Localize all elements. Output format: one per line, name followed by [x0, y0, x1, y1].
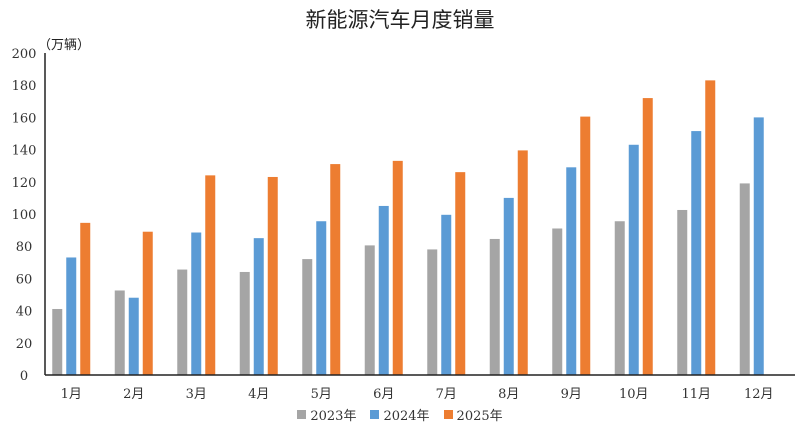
bar-2023年-12月	[739, 183, 750, 375]
chart-title: 新能源汽车月度销量	[305, 8, 495, 32]
x-tick-label: 3月	[186, 387, 207, 402]
legend-label: 2023年	[310, 409, 357, 424]
y-tick-label: 140	[12, 144, 37, 159]
bar-2024年-5月	[316, 221, 327, 375]
bar-2024年-8月	[503, 197, 514, 375]
y-tick-label: 200	[12, 47, 37, 62]
bar-2025年-7月	[455, 172, 466, 375]
y-tick-label: 160	[12, 111, 37, 126]
bar-2023年-4月	[239, 271, 250, 375]
bar-2023年-10月	[614, 221, 625, 375]
bar-2023年-1月	[52, 308, 63, 375]
x-tick-label: 2月	[123, 387, 144, 402]
y-tick-label: 100	[12, 208, 37, 223]
y-tick-label: 40	[16, 305, 33, 320]
bar-2023年-5月	[302, 259, 313, 375]
legend-item: 2024年	[370, 405, 430, 424]
bar-2024年-2月	[128, 297, 139, 375]
bar-2025年-9月	[580, 116, 591, 375]
legend-label: 2025年	[456, 409, 503, 424]
x-tick-label: 7月	[436, 387, 457, 402]
bar-2025年-8月	[517, 150, 528, 375]
bar-2024年-1月	[66, 257, 77, 375]
bar-2023年-2月	[114, 290, 125, 375]
legend-item: 2025年	[443, 405, 503, 424]
bar-2024年-3月	[191, 232, 202, 375]
x-tick-label: 1月	[61, 387, 82, 402]
legend: 2023年 2024年 2025年	[0, 405, 800, 424]
bar-2024年-11月	[691, 131, 702, 375]
bar-2025年-3月	[205, 175, 216, 375]
bar-2025年-11月	[705, 80, 716, 376]
legend-label: 2024年	[383, 409, 430, 424]
bar-2024年-4月	[253, 238, 264, 375]
y-axis-unit-label: （万辆）	[38, 38, 91, 53]
bar-2023年-11月	[677, 209, 688, 375]
legend-swatch	[297, 410, 307, 419]
bar-2024年-7月	[441, 214, 452, 375]
y-tick-label: 20	[16, 337, 33, 352]
bar-2024年-10月	[628, 144, 639, 375]
x-tick-label: 6月	[373, 387, 394, 402]
x-tick-label: 11月	[681, 387, 711, 402]
x-tick-label: 10月	[619, 387, 649, 402]
bar-2024年-9月	[566, 167, 577, 375]
x-tick-label: 9月	[561, 387, 582, 402]
x-tick-label: 12月	[744, 387, 774, 402]
legend-item: 2023年	[297, 405, 356, 424]
bar-2025年-1月	[80, 222, 91, 375]
bar-2023年-9月	[552, 228, 563, 375]
x-tick-label: 5月	[311, 387, 332, 402]
y-tick-label: 80	[16, 240, 33, 255]
bar-2024年-12月	[753, 117, 764, 376]
bar-2025年-2月	[142, 231, 153, 375]
y-tick-label: 60	[16, 272, 33, 287]
bar-2025年-4月	[267, 176, 278, 375]
bar-2023年-3月	[177, 269, 188, 375]
legend-swatch	[370, 410, 380, 419]
y-tick-label: 0	[20, 369, 28, 384]
bar-2023年-6月	[364, 245, 375, 375]
bar-2023年-8月	[489, 238, 500, 375]
bar-2025年-10月	[642, 98, 653, 375]
bar-2024年-6月	[378, 205, 389, 375]
legend-swatch	[443, 410, 453, 419]
bar-2023年-7月	[427, 249, 438, 375]
y-tick-label: 120	[12, 176, 37, 191]
bar-2025年-6月	[392, 160, 403, 375]
bar-2025年-5月	[330, 164, 341, 375]
x-tick-label: 8月	[498, 387, 519, 402]
y-tick-label: 180	[12, 79, 37, 94]
x-tick-label: 4月	[248, 387, 269, 402]
